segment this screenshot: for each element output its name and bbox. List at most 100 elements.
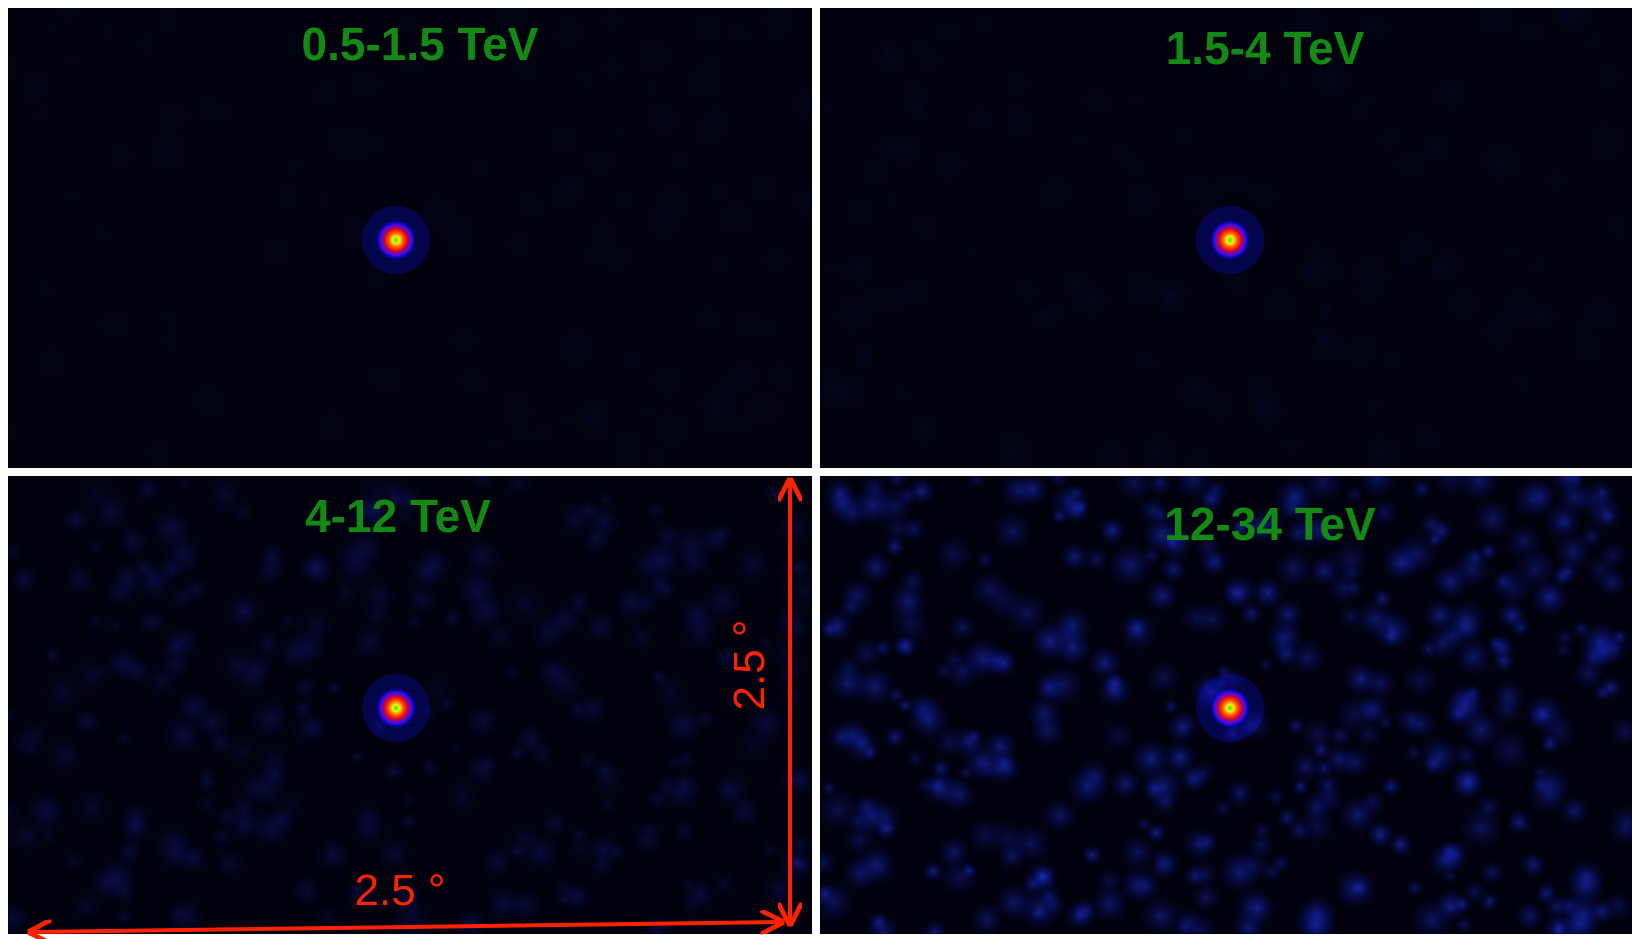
panel: 1.5-4 TeV bbox=[820, 8, 1632, 468]
noise-blob bbox=[1408, 423, 1441, 456]
noise-blob bbox=[468, 476, 497, 491]
noise-blob bbox=[1059, 542, 1090, 573]
noise-blob bbox=[659, 774, 700, 815]
noise-blob bbox=[133, 32, 157, 56]
noise-blob bbox=[1046, 476, 1071, 488]
noise-blob bbox=[1081, 844, 1103, 866]
noise-blob bbox=[1066, 765, 1109, 808]
noise-blob bbox=[733, 543, 773, 584]
noise-blob bbox=[1381, 543, 1421, 583]
noise-blob bbox=[95, 225, 111, 241]
noise-blob bbox=[93, 304, 134, 345]
noise-blob bbox=[416, 700, 441, 725]
noise-blob bbox=[1411, 479, 1432, 500]
noise-blob bbox=[366, 362, 402, 398]
noise-blob bbox=[339, 550, 378, 589]
noise-blob bbox=[43, 647, 62, 665]
noise-blob bbox=[1488, 634, 1516, 662]
noise-blob bbox=[1294, 904, 1337, 934]
noise-blob bbox=[503, 230, 533, 260]
noise-blob bbox=[1148, 848, 1181, 881]
noise-blob bbox=[355, 492, 395, 531]
noise-blob bbox=[1418, 639, 1438, 660]
source bbox=[1210, 220, 1250, 260]
noise-blob bbox=[581, 144, 617, 180]
noise-blob bbox=[1190, 760, 1217, 786]
noise-blob bbox=[718, 373, 743, 398]
noise-blob bbox=[1108, 543, 1153, 587]
noise-blob bbox=[366, 271, 386, 291]
noise-blob bbox=[1606, 215, 1631, 240]
noise-blob bbox=[1345, 579, 1364, 598]
noise-blob bbox=[1487, 728, 1532, 773]
noise-blob bbox=[1328, 723, 1353, 748]
noise-blob bbox=[193, 94, 226, 127]
noise-blob bbox=[702, 581, 744, 622]
noise-blob bbox=[1581, 296, 1618, 333]
noise-blob bbox=[251, 628, 284, 661]
noise-blob bbox=[1124, 615, 1150, 641]
noise-blob bbox=[1527, 772, 1571, 815]
noise-blob bbox=[658, 581, 675, 598]
panel-label: 12-34 TeV bbox=[1164, 498, 1376, 550]
noise-blob bbox=[994, 882, 1034, 923]
noise-blob bbox=[820, 849, 837, 877]
noise-blob bbox=[894, 634, 920, 659]
noise-blob bbox=[1556, 513, 1575, 532]
noise-blob bbox=[1172, 125, 1192, 145]
noise-blob bbox=[155, 98, 193, 136]
noise-blob bbox=[503, 476, 535, 500]
noise-blob bbox=[717, 199, 757, 239]
noise-blob bbox=[1460, 709, 1502, 750]
noise-blob bbox=[669, 524, 714, 568]
noise-blob bbox=[16, 69, 53, 106]
noise-blob bbox=[1478, 140, 1523, 185]
noise-blob bbox=[9, 565, 39, 594]
noise-blob bbox=[483, 618, 518, 654]
noise-blob bbox=[32, 344, 68, 380]
noise-blob bbox=[73, 708, 101, 736]
noise-blob bbox=[145, 129, 190, 174]
noise-blob bbox=[960, 862, 978, 880]
noise-blob bbox=[547, 602, 584, 638]
noise-blob bbox=[931, 18, 960, 47]
noise-blob bbox=[565, 833, 594, 862]
noise-blob bbox=[1571, 331, 1604, 363]
noise-blob bbox=[8, 543, 22, 562]
noise-blob bbox=[297, 549, 334, 585]
noise-blob bbox=[882, 513, 913, 544]
noise-blob bbox=[940, 776, 977, 813]
noise-blob bbox=[665, 753, 684, 772]
noise-blob bbox=[107, 142, 136, 171]
noise-blob bbox=[1452, 742, 1479, 769]
noise-blob bbox=[1288, 8, 1330, 45]
noise-blob bbox=[908, 477, 936, 505]
noise-blob bbox=[1248, 178, 1281, 211]
noise-blob bbox=[790, 86, 824, 120]
noise-blob bbox=[343, 878, 372, 907]
noise-blob bbox=[1338, 745, 1372, 779]
noise-blob bbox=[901, 76, 924, 99]
noise-blob bbox=[1345, 485, 1364, 504]
noise-blob bbox=[763, 483, 783, 504]
noise-blob bbox=[790, 185, 825, 220]
noise-blob bbox=[1349, 876, 1371, 898]
noise-blob bbox=[904, 96, 931, 123]
noise-blob bbox=[883, 188, 901, 206]
noise-blob bbox=[1525, 298, 1561, 334]
noise-blob bbox=[162, 532, 205, 576]
noise-blob bbox=[582, 524, 612, 554]
noise-blob bbox=[443, 776, 483, 817]
noise-blob bbox=[910, 40, 929, 58]
noise-blob bbox=[782, 684, 805, 707]
noise-blob bbox=[222, 589, 264, 631]
noise-blob bbox=[708, 252, 734, 278]
noise-blob bbox=[987, 818, 1029, 860]
noise-blob bbox=[714, 775, 742, 803]
noise-blob bbox=[824, 486, 860, 522]
noise-blob bbox=[649, 408, 690, 449]
noise-blob bbox=[1145, 578, 1179, 613]
noise-blob bbox=[1358, 476, 1398, 498]
noise-blob bbox=[62, 562, 97, 597]
noise-blob bbox=[1360, 432, 1402, 468]
